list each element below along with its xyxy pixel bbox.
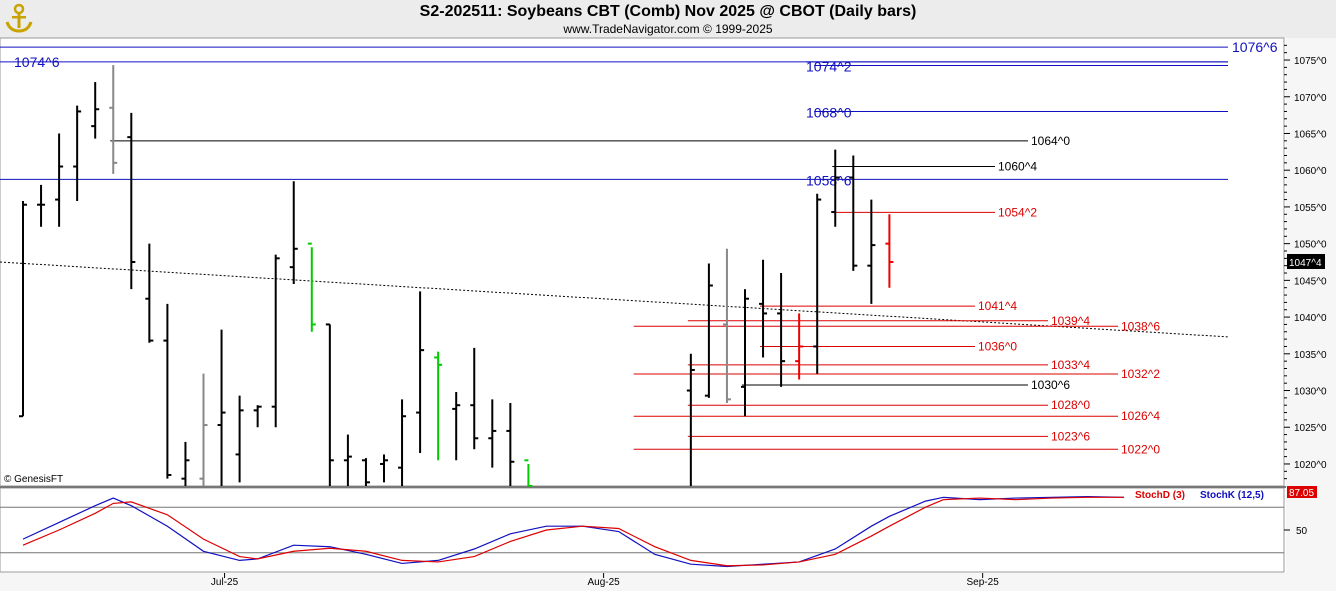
level-label: 1076^6 [1232, 39, 1278, 55]
level-label: 1039^4 [1051, 314, 1090, 328]
level-label: 1026^4 [1121, 409, 1160, 423]
y-tick-label: 1050^0 [1294, 240, 1327, 251]
y-tick-label: 1070^0 [1294, 93, 1327, 104]
legend-stochk: StochK (12,5) [1200, 490, 1264, 501]
x-tick-label: Jul-25 [211, 577, 239, 588]
price-axis-background [1286, 38, 1336, 591]
level-label: 1074^2 [806, 59, 852, 75]
stoch-last-label: 87.05 [1289, 488, 1314, 499]
stochastic-panel[interactable] [0, 487, 1285, 573]
y-tick-label: 1060^0 [1294, 166, 1327, 177]
stoch-y-label: 50 [1296, 526, 1308, 537]
level-label: 1058^6 [806, 172, 852, 188]
level-label: 1060^4 [998, 160, 1037, 174]
y-tick-label: 1035^0 [1294, 350, 1327, 361]
chart-header: S2-202511: Soybeans CBT (Comb) Nov 2025 … [0, 0, 1336, 38]
y-tick-label: 1030^0 [1294, 387, 1327, 398]
y-tick-label: 1065^0 [1294, 129, 1327, 140]
time-axis-background [0, 573, 1286, 591]
level-label: 1036^0 [978, 339, 1017, 353]
x-tick-label: Sep-25 [967, 577, 1000, 588]
trendline [0, 261, 1229, 338]
level-label: 1068^0 [806, 104, 852, 120]
anchor-icon [5, 3, 33, 33]
level-label: 1064^0 [1031, 134, 1070, 148]
y-tick-label: 1025^0 [1294, 423, 1327, 434]
y-tick-label: 1055^0 [1294, 203, 1327, 214]
level-label: 1030^6 [1031, 378, 1070, 392]
level-label: 1023^6 [1051, 429, 1090, 443]
last-price-label: 1047^4 [1289, 258, 1322, 269]
level-label: 1038^6 [1121, 319, 1160, 333]
level-label: 1074^6 [14, 54, 60, 70]
stoch-series-line[interactable] [22, 496, 1125, 567]
y-tick-label: 1040^0 [1294, 313, 1327, 324]
chart-subtitle: www.TradeNavigator.com © 1999-2025 [563, 22, 773, 36]
stoch-last-box [1287, 486, 1317, 498]
stoch-series-line[interactable] [22, 495, 1125, 568]
y-tick-label: 1020^0 [1294, 460, 1327, 471]
level-label: 1032^2 [1121, 367, 1160, 381]
level-label: 1041^4 [978, 299, 1017, 313]
copyright-label: © GenesisFT [4, 474, 64, 485]
level-label: 1054^2 [998, 205, 1037, 219]
y-tick-label: 1045^0 [1294, 276, 1327, 287]
level-label: 1022^0 [1121, 442, 1160, 456]
x-tick-label: Aug-25 [587, 577, 620, 588]
legend-stochd: StochD (3) [1135, 490, 1185, 501]
price-panel[interactable] [0, 37, 1285, 487]
chart-title: S2-202511: Soybeans CBT (Comb) Nov 2025 … [419, 3, 917, 20]
y-tick-label: 1075^0 [1294, 56, 1327, 67]
level-label: 1028^0 [1051, 398, 1090, 412]
last-price-box [1287, 254, 1325, 269]
level-label: 1033^4 [1051, 358, 1090, 372]
